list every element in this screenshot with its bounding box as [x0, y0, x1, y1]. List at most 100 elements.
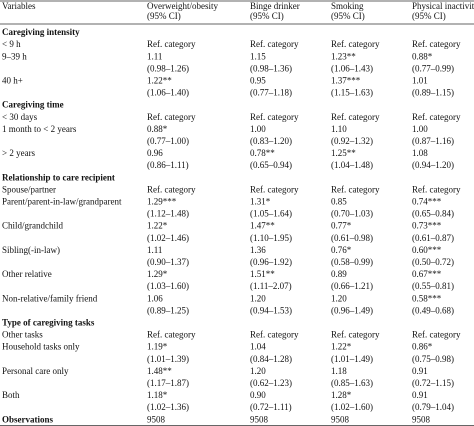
cell-ci: (1.17–1.87): [147, 378, 189, 388]
cell-ci: (1.05–1.64): [250, 209, 292, 219]
cell-ci: (0.94–1.20): [412, 160, 454, 170]
column-header-sub: (95% CI): [147, 11, 181, 21]
cell-ci: (0.96–1.49): [331, 305, 373, 315]
cell-ci: (0.49–0.68): [412, 305, 454, 315]
cell-value: 0.90: [250, 390, 266, 400]
cell-value: 0.76*: [331, 245, 352, 255]
cell-value: 1.20: [331, 293, 347, 303]
cell-ci: (0.65–0.84): [412, 209, 454, 219]
cell-value: 1.00: [250, 124, 266, 134]
cell-value: 0.91: [412, 366, 428, 376]
cell-ci: (1.02–1.36): [147, 402, 189, 412]
row-label: 9–39 h: [2, 51, 27, 61]
cell-ci: (0.50–0.72): [412, 257, 454, 267]
cell-value: 0.85: [331, 196, 347, 206]
cell-value: 0.58***: [412, 293, 442, 303]
cell-value: 1.11: [147, 245, 162, 255]
row-label: Other tasks: [2, 330, 43, 340]
cell-ci: (1.10–1.95): [250, 233, 292, 243]
section-title: Caregiving time: [2, 100, 64, 110]
cell-value: 0.67***: [412, 269, 442, 279]
cell-value: 1.29*: [147, 269, 168, 279]
cell-ci: (1.04–1.48): [331, 160, 373, 170]
cell-ci: (1.02–1.46): [147, 233, 189, 243]
cell-value: 0.73***: [412, 221, 442, 231]
cell-value: 1.08: [412, 148, 428, 158]
column-header: Overweight/obesity: [147, 1, 218, 11]
cell-ci: (0.58–0.99): [331, 257, 373, 267]
cell-value: Ref. category: [147, 112, 196, 122]
cell-value: 1.31*: [250, 196, 271, 206]
cell-value: 0.86*: [412, 342, 433, 352]
cell-value: 1.10: [331, 124, 347, 134]
column-header: Binge drinker: [250, 1, 300, 11]
cell-value: 1.20: [250, 293, 266, 303]
cell-ci: (0.98–1.26): [147, 63, 189, 73]
cell-ci: (0.77–1.18): [250, 88, 292, 98]
row-label: Household tasks only: [2, 342, 80, 352]
row-label: Spouse/partner: [2, 184, 56, 194]
cell-value: 0.95: [250, 75, 266, 85]
section-title: Type of caregiving tasks: [2, 317, 95, 327]
section-title: Caregiving intensity: [2, 27, 80, 37]
row-label: Parent/parent-in-law/grandparent: [2, 196, 122, 206]
cell-value: 1.51**: [250, 269, 275, 279]
column-header: Smoking: [331, 1, 364, 11]
cell-ci: (0.65–0.94): [250, 160, 292, 170]
cell-value: Ref. category: [147, 39, 196, 49]
cell-ci: (0.87–1.16): [412, 136, 454, 146]
cell-ci: (0.70–1.03): [331, 209, 373, 219]
cell-value: Ref. category: [331, 184, 380, 194]
cell-ci: (1.06–1.40): [147, 88, 189, 98]
cell-ci: (0.85–1.63): [331, 378, 373, 388]
cell-ci: (1.11–2.07): [250, 281, 292, 291]
cell-ci: (0.83–1.20): [250, 136, 292, 146]
cell-ci: (0.75–0.98): [412, 354, 454, 364]
cell-ci: (0.92–1.32): [331, 136, 373, 146]
cell-value: 1.22**: [147, 75, 172, 85]
cell-value: 1.00: [412, 124, 428, 134]
row-label: Personal care only: [2, 366, 69, 376]
section-title: Relationship to care recipient: [2, 172, 115, 182]
cell-value: 1.22*: [147, 221, 168, 231]
cell-value: Ref. category: [331, 330, 380, 340]
cell-value: Ref. category: [147, 330, 196, 340]
row-label: 40 h+: [2, 75, 23, 85]
cell-ci: (1.01–1.39): [147, 354, 189, 364]
cell-ci: (0.94–1.53): [250, 305, 292, 315]
cell-value: 0.88*: [412, 51, 433, 61]
observations-value: 9508: [331, 414, 350, 424]
cell-value: 1.19*: [147, 342, 168, 352]
row-label: > 2 years: [2, 148, 36, 158]
column-header-sub: (95% CI): [250, 11, 284, 21]
cell-ci: (0.61–0.87): [412, 233, 454, 243]
cell-ci: (0.84–1.28): [250, 354, 292, 364]
row-label: Non-relative/family friend: [2, 293, 98, 303]
cell-value: Ref. category: [412, 330, 461, 340]
cell-ci: (0.66–1.21): [331, 281, 373, 291]
cell-ci: (0.86–1.11): [147, 160, 189, 170]
cell-value: Ref. category: [412, 184, 461, 194]
cell-ci: (1.03–1.60): [147, 281, 189, 291]
row-label: 1 month to < 2 years: [2, 124, 77, 134]
column-header-sub: (95% CI): [412, 11, 446, 21]
row-label: Child/grandchild: [2, 221, 63, 231]
cell-value: 1.06: [147, 293, 163, 303]
cell-ci: (0.77–0.99): [412, 63, 454, 73]
cell-value: 0.88*: [147, 124, 168, 134]
cell-value: 1.36: [250, 245, 266, 255]
cell-value: 1.29***: [147, 196, 177, 206]
cell-value: 1.37***: [331, 75, 361, 85]
cell-value: Ref. category: [412, 112, 461, 122]
cell-ci: (0.72–1.15): [412, 378, 454, 388]
cell-ci: (1.06–1.43): [331, 63, 373, 73]
cell-value: 0.60***: [412, 245, 442, 255]
cell-value: 1.25**: [331, 148, 356, 158]
column-header-sub: (95% CI): [331, 11, 365, 21]
cell-value: Ref. category: [331, 39, 380, 49]
column-header: Physical inactivity: [412, 1, 474, 11]
cell-value: 1.20: [250, 366, 266, 376]
cell-value: 0.78**: [250, 148, 275, 158]
row-label: < 30 days: [2, 112, 38, 122]
